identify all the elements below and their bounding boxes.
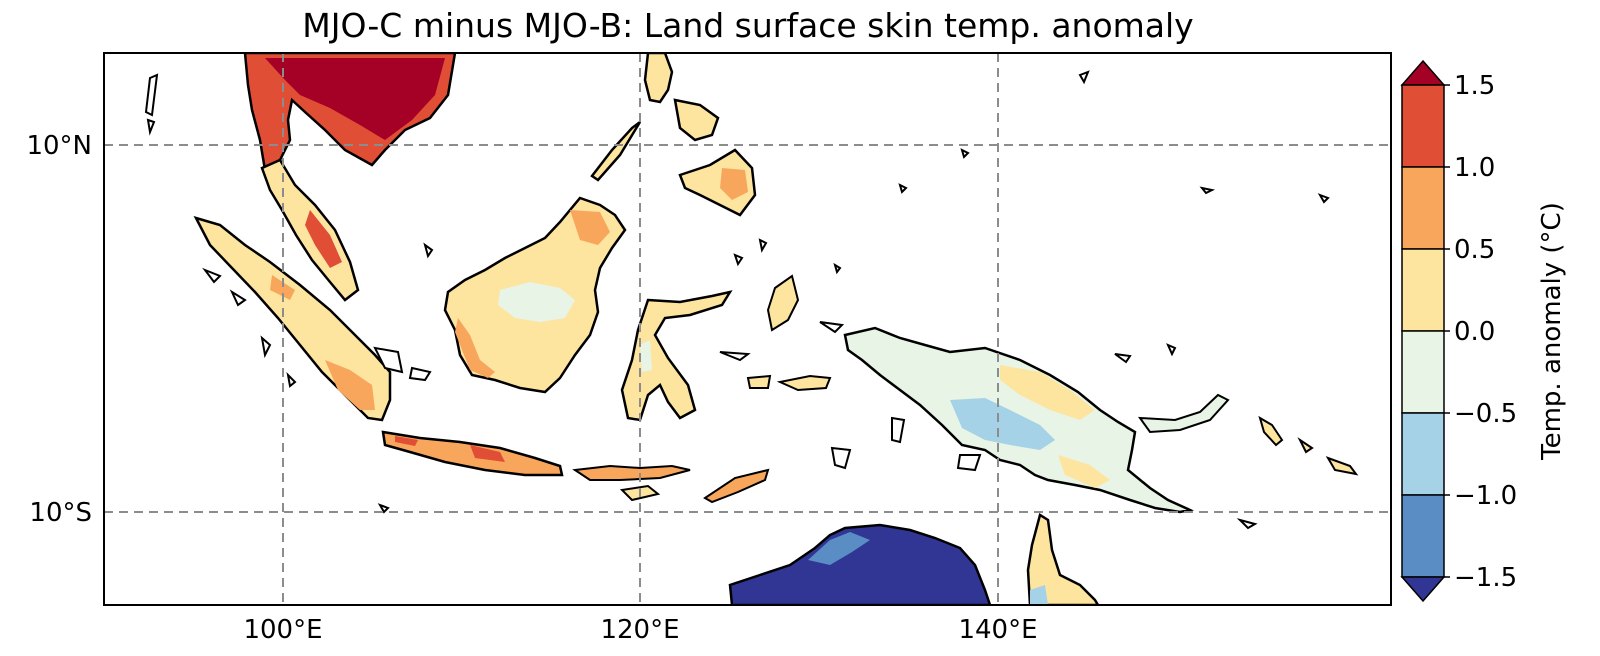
colorbar-segment	[1401, 248, 1445, 332]
colorbar-under-triangle	[1400, 576, 1446, 603]
landmass-timor	[703, 468, 770, 504]
landmass-cape-york	[1026, 513, 1100, 605]
landmass-philippines-central	[673, 98, 720, 142]
landmass-new-britain	[1137, 393, 1230, 434]
landmass-lesser-sunda	[572, 464, 691, 481]
mindanao-accent	[720, 168, 748, 200]
landmass-java	[381, 430, 564, 477]
colorbar-segment	[1401, 84, 1445, 168]
ytick-label: 10°N	[26, 131, 92, 161]
colorbar	[1400, 59, 1446, 603]
malay-accent	[305, 210, 342, 268]
colorbar-ticks	[1444, 84, 1450, 578]
cape-york-cool	[1030, 585, 1048, 605]
landmass-halmahera	[766, 274, 800, 332]
ytick-label: 10°S	[29, 498, 92, 528]
xtick-label: 140°E	[958, 615, 1037, 645]
landmass-luzon	[643, 53, 674, 104]
landmass-mindanao	[678, 148, 757, 217]
small-islands	[144, 70, 1330, 530]
xtick-label: 120°E	[600, 615, 679, 645]
landmass-solomons	[1297, 437, 1359, 476]
java-accent	[395, 436, 505, 462]
landmass-buru	[746, 374, 772, 389]
xtick-label: 100°E	[243, 615, 322, 645]
colorbar-segment	[1401, 330, 1445, 414]
landmass-northern-australia	[728, 523, 992, 605]
sumatra-accent	[270, 275, 375, 410]
landmass-seram	[776, 374, 832, 392]
sulawesi-accent	[640, 340, 652, 372]
colorbar-tick-label: 0.5	[1454, 235, 1495, 265]
colorbar-tick-label: 1.0	[1454, 153, 1495, 183]
colorbar-tick-label: 0.0	[1454, 317, 1495, 347]
indochina-hot-core	[265, 58, 445, 140]
australia-rim	[808, 532, 870, 565]
map-frame	[103, 52, 1392, 606]
colorbar-over-triangle	[1400, 59, 1446, 86]
borneo-west-warm	[455, 210, 610, 378]
landmass-sulawesi	[620, 290, 733, 422]
colorbar-tick-label: −1.5	[1454, 563, 1517, 593]
map-title: MJO-C minus MJO-B: Land surface skin tem…	[302, 6, 1194, 45]
colorbar-label: Temp. anomaly (°C)	[1537, 202, 1567, 461]
colorbar-tick-label: −0.5	[1454, 399, 1517, 429]
new-guinea-cool	[950, 398, 1055, 450]
new-guinea-warm	[1000, 365, 1110, 488]
borneo-cool-core	[498, 282, 575, 322]
colorbar-segment	[1401, 166, 1445, 250]
colorbar-segment	[1401, 412, 1445, 496]
colorbar-segment	[1401, 494, 1445, 578]
colorbar-tick-label: −1.0	[1454, 481, 1517, 511]
land-layer	[144, 53, 1359, 605]
landmass-bougainville	[1258, 415, 1284, 447]
gridlines	[104, 53, 1391, 605]
colorbar-tick-label: 1.5	[1454, 71, 1495, 101]
